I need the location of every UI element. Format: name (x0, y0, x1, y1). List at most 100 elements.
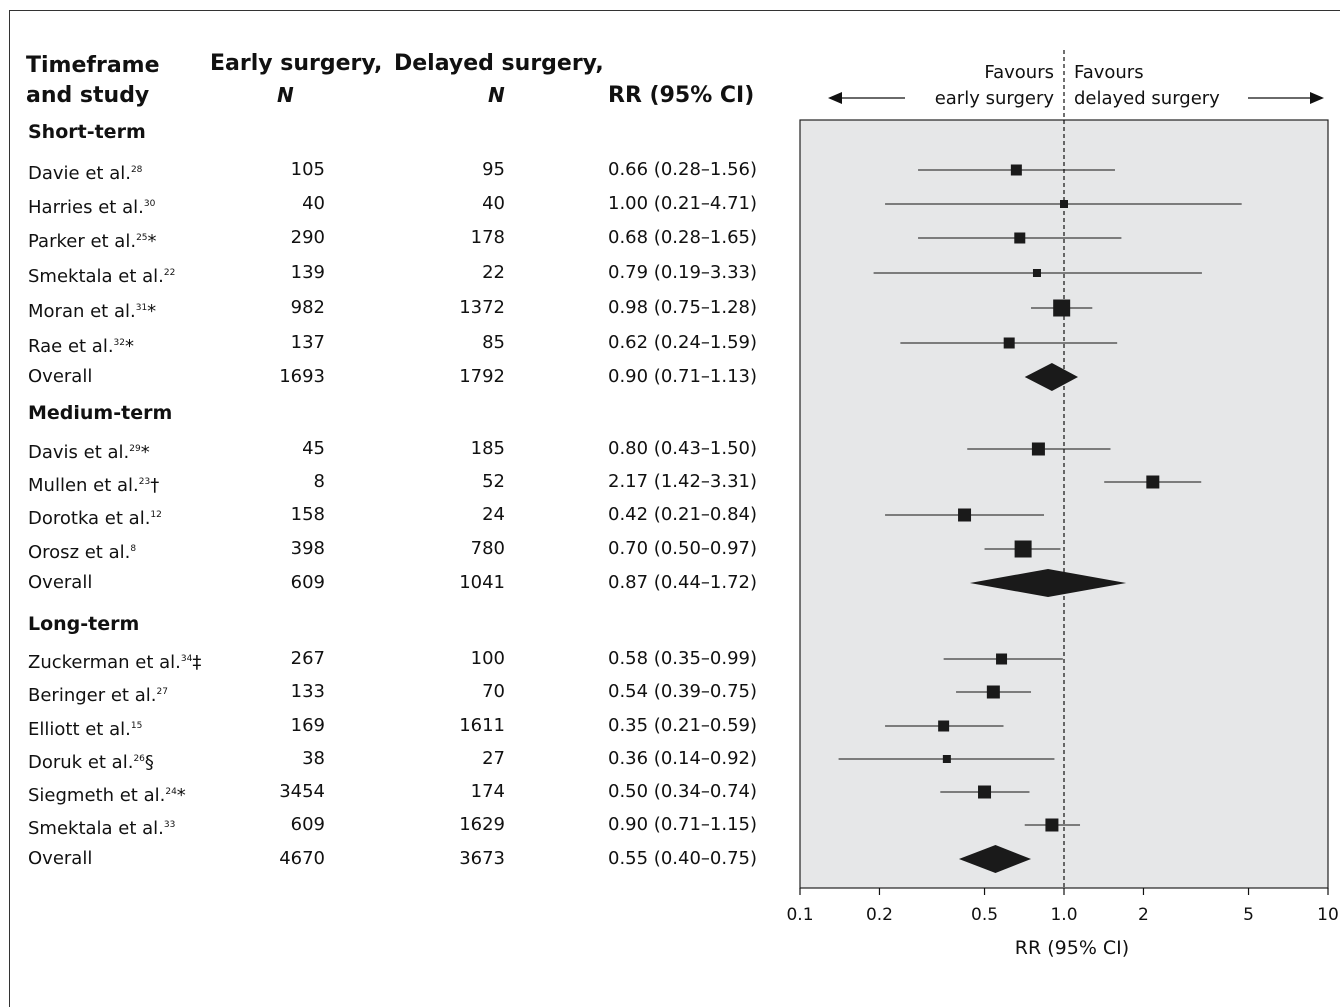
early-n: 40 (302, 193, 325, 214)
rr-ci: 0.79 (0.19–3.33) (608, 262, 758, 283)
point-estimate (1014, 540, 1032, 558)
rr-ci: 0.87 (0.44–1.72) (608, 572, 758, 593)
point-estimate (1146, 475, 1160, 489)
early-n: 398 (290, 538, 325, 559)
study-name: Parker et al.25* (28, 227, 157, 253)
header-study-line2: and study (26, 83, 150, 108)
reference-number: 30 (143, 199, 156, 209)
point-estimate (938, 720, 950, 732)
delayed-n: 3673 (459, 848, 505, 869)
footnote-mark: * (176, 785, 186, 806)
study-name-text: Overall (28, 366, 93, 387)
early-n: 290 (290, 227, 325, 248)
overall-diamond (958, 845, 1032, 873)
delayed-n: 1629 (459, 814, 505, 835)
study-name-text: Rae et al. (28, 336, 114, 357)
delayed-n: 22 (482, 262, 505, 283)
reference-number: 27 (156, 687, 168, 697)
study-name-text: Zuckerman et al. (28, 652, 181, 673)
header-early-line2: N (277, 83, 294, 107)
rr-ci: 0.54 (0.39–0.75) (608, 681, 758, 702)
point-estimate (986, 685, 1000, 699)
overall-diamond (1024, 363, 1079, 391)
footnote-mark: § (144, 752, 154, 773)
rr-ci: 0.36 (0.14–0.92) (608, 748, 758, 769)
early-n: 8 (313, 471, 325, 492)
favours-delayed-label-2: delayed surgery (1074, 88, 1220, 109)
point-estimate (1032, 269, 1041, 277)
axis-tick-label: 0.2 (866, 905, 893, 925)
rr-ci: 0.62 (0.24–1.59) (608, 332, 758, 353)
study-name-text: Siegmeth et al. (28, 785, 166, 806)
early-n: 609 (290, 572, 325, 593)
rr-ci: 0.58 (0.35–0.99) (608, 648, 758, 669)
early-n: 609 (290, 814, 325, 835)
study-name: Moran et al.31* (28, 297, 156, 323)
delayed-n: 95 (482, 159, 505, 180)
favours-early-arrow-head (828, 92, 842, 104)
reference-number: 22 (163, 268, 176, 278)
reference-number: 24 (165, 787, 177, 797)
reference-number: 23 (138, 477, 151, 487)
overall-label: Overall (28, 366, 92, 388)
study-name: Mullen et al.23† (28, 471, 159, 497)
footnote-mark: ‡ (192, 652, 202, 673)
footnote-mark: † (150, 475, 160, 496)
study-name: Elliott et al.15 (28, 715, 142, 741)
group-label: Long-term (28, 613, 140, 635)
point-estimate (1053, 299, 1071, 317)
reference-number: 32 (113, 338, 125, 348)
rr-ci: 0.66 (0.28–1.56) (608, 159, 758, 180)
reference-number: 25 (136, 233, 148, 243)
point-estimate (1014, 232, 1026, 244)
rr-ci: 1.00 (0.21–4.71) (608, 193, 758, 214)
study-name: Dorotka et al.12 (28, 504, 162, 530)
point-estimate (958, 508, 972, 522)
axis-tick-label: 5 (1243, 905, 1254, 925)
header-rr: RR (95% CI) (608, 83, 755, 108)
delayed-n: 40 (482, 193, 505, 214)
axis-tick-label: 1.0 (1050, 905, 1077, 925)
reference-number: 34 (180, 654, 193, 664)
header-study-line1: Timeframe (26, 53, 160, 78)
axis-tick-label: 0.5 (971, 905, 998, 925)
early-n: 169 (290, 715, 325, 736)
rr-ci: 0.98 (0.75–1.28) (608, 297, 758, 318)
study-name: Harries et al.30 (28, 193, 155, 219)
study-name: Smektala et al.22 (28, 262, 175, 288)
study-name: Smektala et al.33 (28, 814, 175, 840)
study-name-text: Davis et al. (28, 442, 130, 463)
early-n: 38 (302, 748, 325, 769)
footnote-mark: * (140, 442, 150, 463)
header-delayed-line2: N (488, 83, 505, 107)
footnote-mark: * (147, 231, 157, 252)
axis-title: RR (95% CI) (1015, 937, 1129, 959)
delayed-n: 1372 (459, 297, 505, 318)
overall-label: Overall (28, 848, 92, 870)
study-name-text: Dorotka et al. (28, 508, 151, 529)
delayed-n: 1792 (459, 366, 505, 387)
rr-ci: 0.70 (0.50–0.97) (608, 538, 758, 559)
point-estimate (996, 653, 1008, 665)
early-n: 105 (290, 159, 325, 180)
delayed-n: 174 (470, 781, 505, 802)
reference-number: 26 (133, 754, 145, 764)
early-n: 45 (302, 438, 325, 459)
rr-ci: 0.68 (0.28–1.65) (608, 227, 758, 248)
rr-ci: 0.55 (0.40–0.75) (608, 848, 758, 869)
reference-number: 28 (130, 165, 143, 175)
delayed-n: 1611 (459, 715, 505, 736)
study-name: Davis et al.29* (28, 438, 150, 464)
rr-ci: 0.80 (0.43–1.50) (608, 438, 758, 459)
header-delayed-line1: Delayed surgery, (394, 51, 604, 76)
point-estimate (1010, 164, 1022, 176)
early-n: 133 (290, 681, 325, 702)
study-name: Rae et al.32* (28, 332, 134, 358)
study-name-text: Smektala et al. (28, 818, 164, 839)
axis-tick-label: 10 (1317, 905, 1339, 925)
footnote-mark: * (147, 301, 157, 322)
delayed-n: 27 (482, 748, 505, 769)
delayed-n: 70 (482, 681, 505, 702)
early-n: 137 (290, 332, 325, 353)
